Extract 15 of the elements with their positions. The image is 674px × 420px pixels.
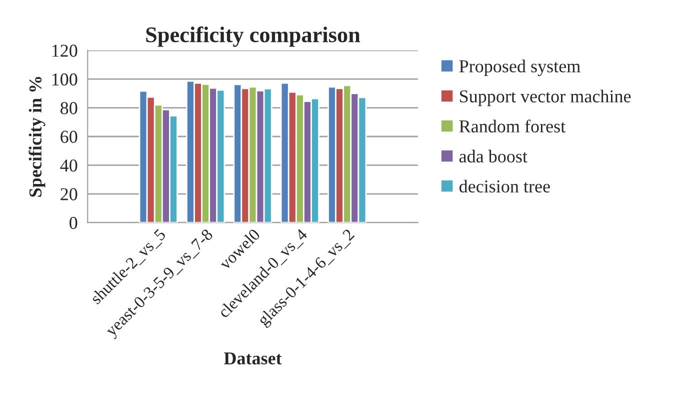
y-tick-label: 120 — [52, 44, 78, 57]
y-tick-label: 80 — [60, 102, 78, 114]
y-axis-title: Specificity in % — [28, 77, 46, 197]
legend-label: decision tree — [459, 180, 550, 193]
legend-label: ada boost — [459, 150, 528, 163]
legend-label: Random forest — [459, 120, 566, 132]
y-tick-label: 60 — [60, 130, 78, 143]
y-tick-label: 40 — [60, 159, 78, 172]
legend-label: Proposed system — [459, 60, 580, 76]
y-tick-label: 100 — [52, 73, 78, 86]
y-tick-label: 20 — [60, 188, 78, 200]
chart-title: Specificity comparison — [146, 26, 360, 47]
x-axis-title: Dataset — [224, 352, 282, 364]
legend-label: Support vector machine — [460, 90, 631, 106]
y-tick-label: 0 — [70, 216, 78, 230]
